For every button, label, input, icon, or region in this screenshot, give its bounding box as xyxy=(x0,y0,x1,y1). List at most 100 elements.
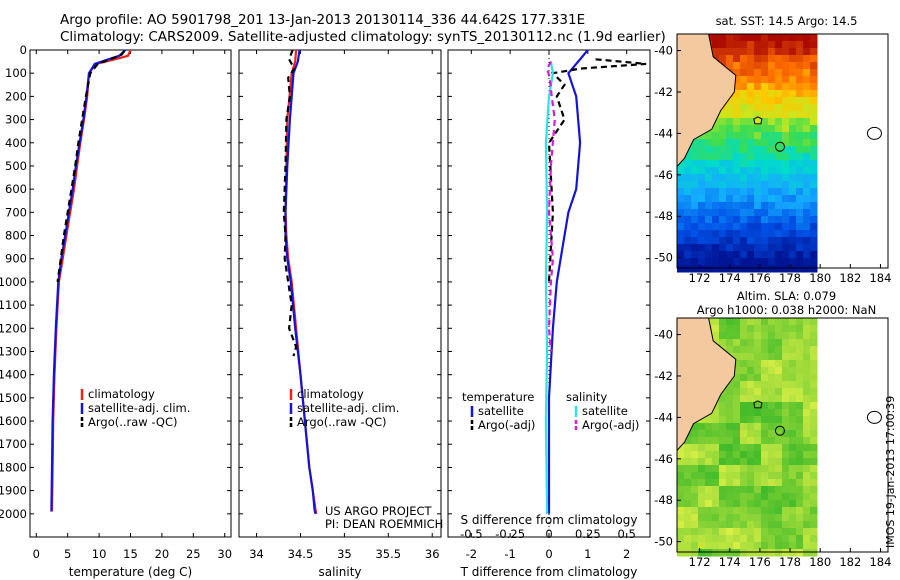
map-cell xyxy=(747,423,755,431)
map-cell xyxy=(754,465,762,473)
map-cell xyxy=(719,493,727,501)
map-cell xyxy=(691,479,699,487)
map-cell xyxy=(803,251,811,259)
map-cell xyxy=(754,500,762,508)
map-cell xyxy=(747,69,755,77)
map-cell xyxy=(726,479,734,487)
map-cell xyxy=(761,542,769,550)
map-cell xyxy=(712,500,720,508)
map-cell xyxy=(747,514,755,522)
map-cell xyxy=(754,118,762,126)
map-cell xyxy=(782,360,790,368)
map-cell xyxy=(768,258,776,266)
map-cell xyxy=(768,318,776,326)
map-cell xyxy=(803,374,811,382)
map-cell xyxy=(775,514,783,522)
map-cell xyxy=(733,174,741,182)
map-cell xyxy=(803,160,811,168)
map-cell xyxy=(761,174,769,182)
map-cell xyxy=(719,402,727,410)
map-cell xyxy=(719,146,727,154)
map-cell xyxy=(754,90,762,98)
map-cell xyxy=(684,444,692,452)
map-cell xyxy=(782,542,790,550)
map-cell xyxy=(698,458,706,466)
map-cell xyxy=(782,146,790,154)
difference-panel xyxy=(447,49,651,538)
map-cell xyxy=(719,48,727,56)
lon-tick-label: 178 xyxy=(779,271,801,285)
map-cell xyxy=(733,535,741,543)
map-cell xyxy=(726,202,734,210)
map-cell xyxy=(810,139,818,147)
map-cell xyxy=(768,507,776,515)
map-cell xyxy=(698,423,706,431)
map-cell xyxy=(747,146,755,154)
map-cell xyxy=(803,367,811,375)
map-cell xyxy=(677,451,685,459)
map-cell xyxy=(789,528,797,536)
map-cell xyxy=(803,83,811,91)
map-cell xyxy=(761,444,769,452)
map-cell xyxy=(726,521,734,529)
map-cell xyxy=(712,202,720,210)
map-cell xyxy=(691,535,699,543)
map-cell xyxy=(740,451,748,459)
map-cell xyxy=(796,549,804,557)
map-cell xyxy=(810,118,818,126)
map-cell xyxy=(754,258,762,266)
x-tick-label: 25 xyxy=(186,547,201,561)
map-cell xyxy=(733,549,741,557)
x-tick-label: 0 xyxy=(545,547,552,561)
lon-tick-label: 182 xyxy=(839,555,861,569)
map-cell xyxy=(747,230,755,238)
map-cell xyxy=(810,332,818,340)
map-cell xyxy=(803,195,811,203)
map-cell xyxy=(782,486,790,494)
map-cell xyxy=(733,423,741,431)
map-cell xyxy=(803,521,811,529)
map-cell xyxy=(719,437,727,445)
map-cell xyxy=(712,472,720,480)
map-cell xyxy=(726,409,734,417)
map-cell xyxy=(712,416,720,424)
lon-tick-label: 182 xyxy=(839,271,861,285)
map-cell xyxy=(810,458,818,466)
map-cell xyxy=(691,437,699,445)
map-cell xyxy=(733,181,741,189)
map-cell xyxy=(698,451,706,459)
map-cell xyxy=(789,465,797,473)
map-cell xyxy=(719,521,727,529)
map-cell xyxy=(677,251,685,259)
map-cell xyxy=(719,153,727,161)
lat-tick-label: -44 xyxy=(654,126,673,140)
map-cell xyxy=(754,174,762,182)
map-cell xyxy=(747,493,755,501)
map-cell xyxy=(761,514,769,522)
map-cell xyxy=(782,374,790,382)
map-cell xyxy=(712,146,720,154)
map-cell xyxy=(761,132,769,140)
map-cell xyxy=(691,472,699,480)
map-cell xyxy=(775,216,783,224)
map-cell xyxy=(726,388,734,396)
map-cell xyxy=(803,153,811,161)
map-cell xyxy=(810,146,818,154)
map-cell xyxy=(733,237,741,245)
map-cell xyxy=(796,132,804,140)
map-cell xyxy=(782,346,790,354)
map-cell xyxy=(733,265,741,273)
map-cell xyxy=(761,374,769,382)
map-cell xyxy=(705,472,713,480)
map-cell xyxy=(754,132,762,140)
map-cell xyxy=(789,230,797,238)
map-cell xyxy=(719,34,727,42)
map-cell xyxy=(803,265,811,273)
map-cell xyxy=(775,465,783,473)
map-cell xyxy=(733,62,741,70)
lat-tick-label: -40 xyxy=(654,328,673,342)
lon-tick-label: 172 xyxy=(689,271,711,285)
map-cell xyxy=(789,486,797,494)
map-cell xyxy=(747,367,755,375)
map-cell xyxy=(761,395,769,403)
